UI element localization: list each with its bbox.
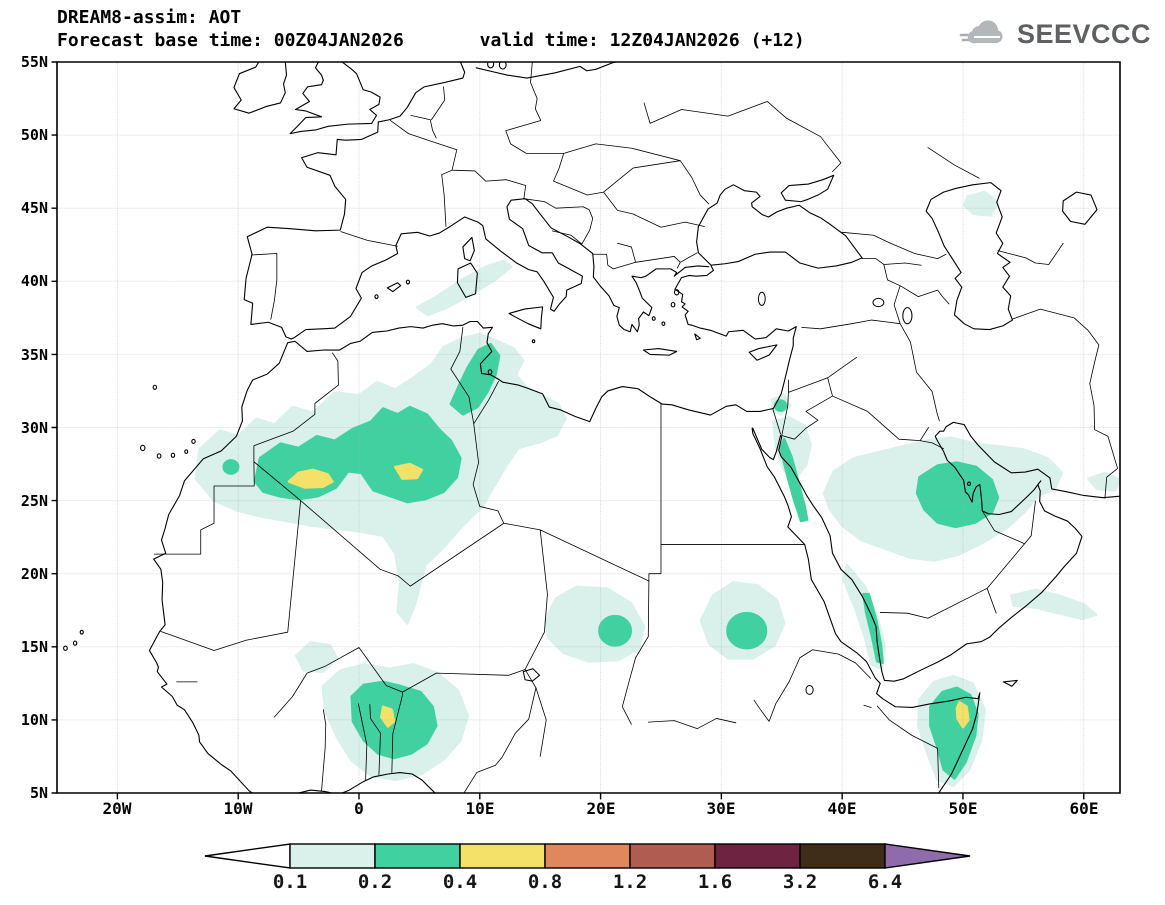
colorbar-label-1.6: 1.6 (697, 871, 733, 893)
cloud-icon (959, 20, 1003, 44)
chart-subtitle: Forecast base time: 00Z04JAN2026 valid t… (57, 30, 805, 51)
colorbar-segment-2 (374, 843, 461, 869)
colorbar-segment-4 (544, 843, 631, 869)
colorbar-segment-1 (289, 843, 376, 869)
lon-tick-label-20w: 20W (102, 799, 132, 818)
islands (64, 61, 1018, 687)
lon-tick-label-0: 0 (354, 799, 364, 818)
axis-ticks (51, 62, 1084, 799)
lat-tick-label-35n: 35N (20, 346, 48, 364)
lat-tick-label-5n: 5N (29, 784, 48, 802)
colorbar-segment-5 (629, 843, 716, 869)
lat-tick-label-50n: 50N (20, 126, 48, 144)
colorbar-segment-7 (799, 843, 886, 869)
coastlines (149, 62, 1120, 801)
lat-tick-label-30n: 30N (20, 419, 48, 437)
lat-tick-label-25n: 25N (20, 492, 48, 510)
colorbar-under-arrow (204, 843, 291, 869)
lat-tick-label-55n: 55N (20, 53, 48, 71)
lon-tick-label-50e: 50E (948, 799, 978, 818)
lat-tick-label-10n: 10N (20, 711, 48, 729)
lon-tick-label-20e: 20E (586, 799, 616, 818)
colorbar-label-0.4: 0.4 (442, 871, 478, 893)
lat-tick-label-45n: 45N (20, 199, 48, 217)
aot-shading-level3 (289, 464, 968, 727)
chart-title: DREAM8-assim: AOT (57, 7, 242, 28)
lat-tick-label-20n: 20N (20, 565, 48, 583)
map-canvas (49, 54, 1128, 801)
colorbar-label-0.1: 0.1 (272, 871, 308, 893)
colorbar-segment-6 (714, 843, 801, 869)
aot-shading-level1 (196, 192, 1120, 786)
logo-text: SEEVCCC (1016, 18, 1151, 49)
lon-tick-label-30e: 30E (706, 799, 736, 818)
lakes (523, 292, 912, 694)
seevccc-logo: SEEVCCC (958, 18, 1151, 50)
colorbar-label-1.2: 1.2 (612, 871, 648, 893)
lon-tick-label-10w: 10W (223, 799, 253, 818)
lat-tick-label-40n: 40N (20, 272, 48, 290)
lon-tick-label-60e: 60E (1069, 799, 1099, 818)
colorbar (204, 843, 971, 869)
country-borders (154, 62, 1117, 794)
colorbar-label-0.8: 0.8 (527, 871, 563, 893)
colorbar-label-0.2: 0.2 (357, 871, 393, 893)
colorbar-label-6.4: 6.4 (867, 871, 903, 893)
lon-tick-label-40e: 40E (827, 799, 857, 818)
colorbar-segment-3 (459, 843, 546, 869)
colorbar-label-3.2: 3.2 (782, 871, 818, 893)
lon-tick-label-10e: 10E (465, 799, 495, 818)
colorbar-over-arrow (884, 843, 971, 869)
lat-tick-label-15n: 15N (20, 638, 48, 656)
